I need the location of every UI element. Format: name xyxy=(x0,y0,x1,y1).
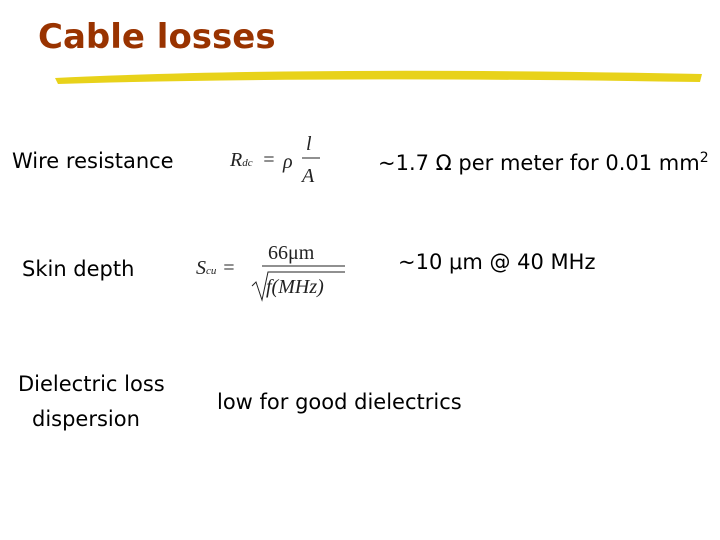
note-text: ~1.7 Ω per meter for 0.01 mm xyxy=(378,151,700,175)
symbol: S xyxy=(196,257,206,279)
numerator: 66μm xyxy=(268,242,315,264)
sqrt-sign xyxy=(251,271,345,302)
row-label: Wire resistance xyxy=(12,149,174,173)
formula-lhs: Rdc xyxy=(230,150,253,170)
subscript: dc xyxy=(242,157,253,169)
row-label: Skin depth xyxy=(22,257,135,281)
row-label: dispersion xyxy=(32,407,140,431)
row-label: Dielectric loss xyxy=(18,372,165,396)
title-underline xyxy=(55,70,702,84)
factor: ρ xyxy=(283,151,293,173)
equals: = xyxy=(222,257,236,279)
title: Cable losses xyxy=(38,17,276,57)
symbol: R xyxy=(230,149,243,171)
denominator: f(MHz) xyxy=(266,276,324,298)
subscript: cu xyxy=(206,265,217,277)
note: ~1.7 Ω per meter for 0.01 mm2 xyxy=(378,151,709,174)
numerator: l xyxy=(306,133,312,155)
superscript: 2 xyxy=(699,150,709,166)
note: ~10 μm @ 40 MHz xyxy=(398,250,596,274)
formula-lhs: Scu xyxy=(196,258,216,278)
denominator: A xyxy=(302,165,315,187)
equals: = xyxy=(262,149,276,171)
note: low for good dielectrics xyxy=(217,390,462,414)
